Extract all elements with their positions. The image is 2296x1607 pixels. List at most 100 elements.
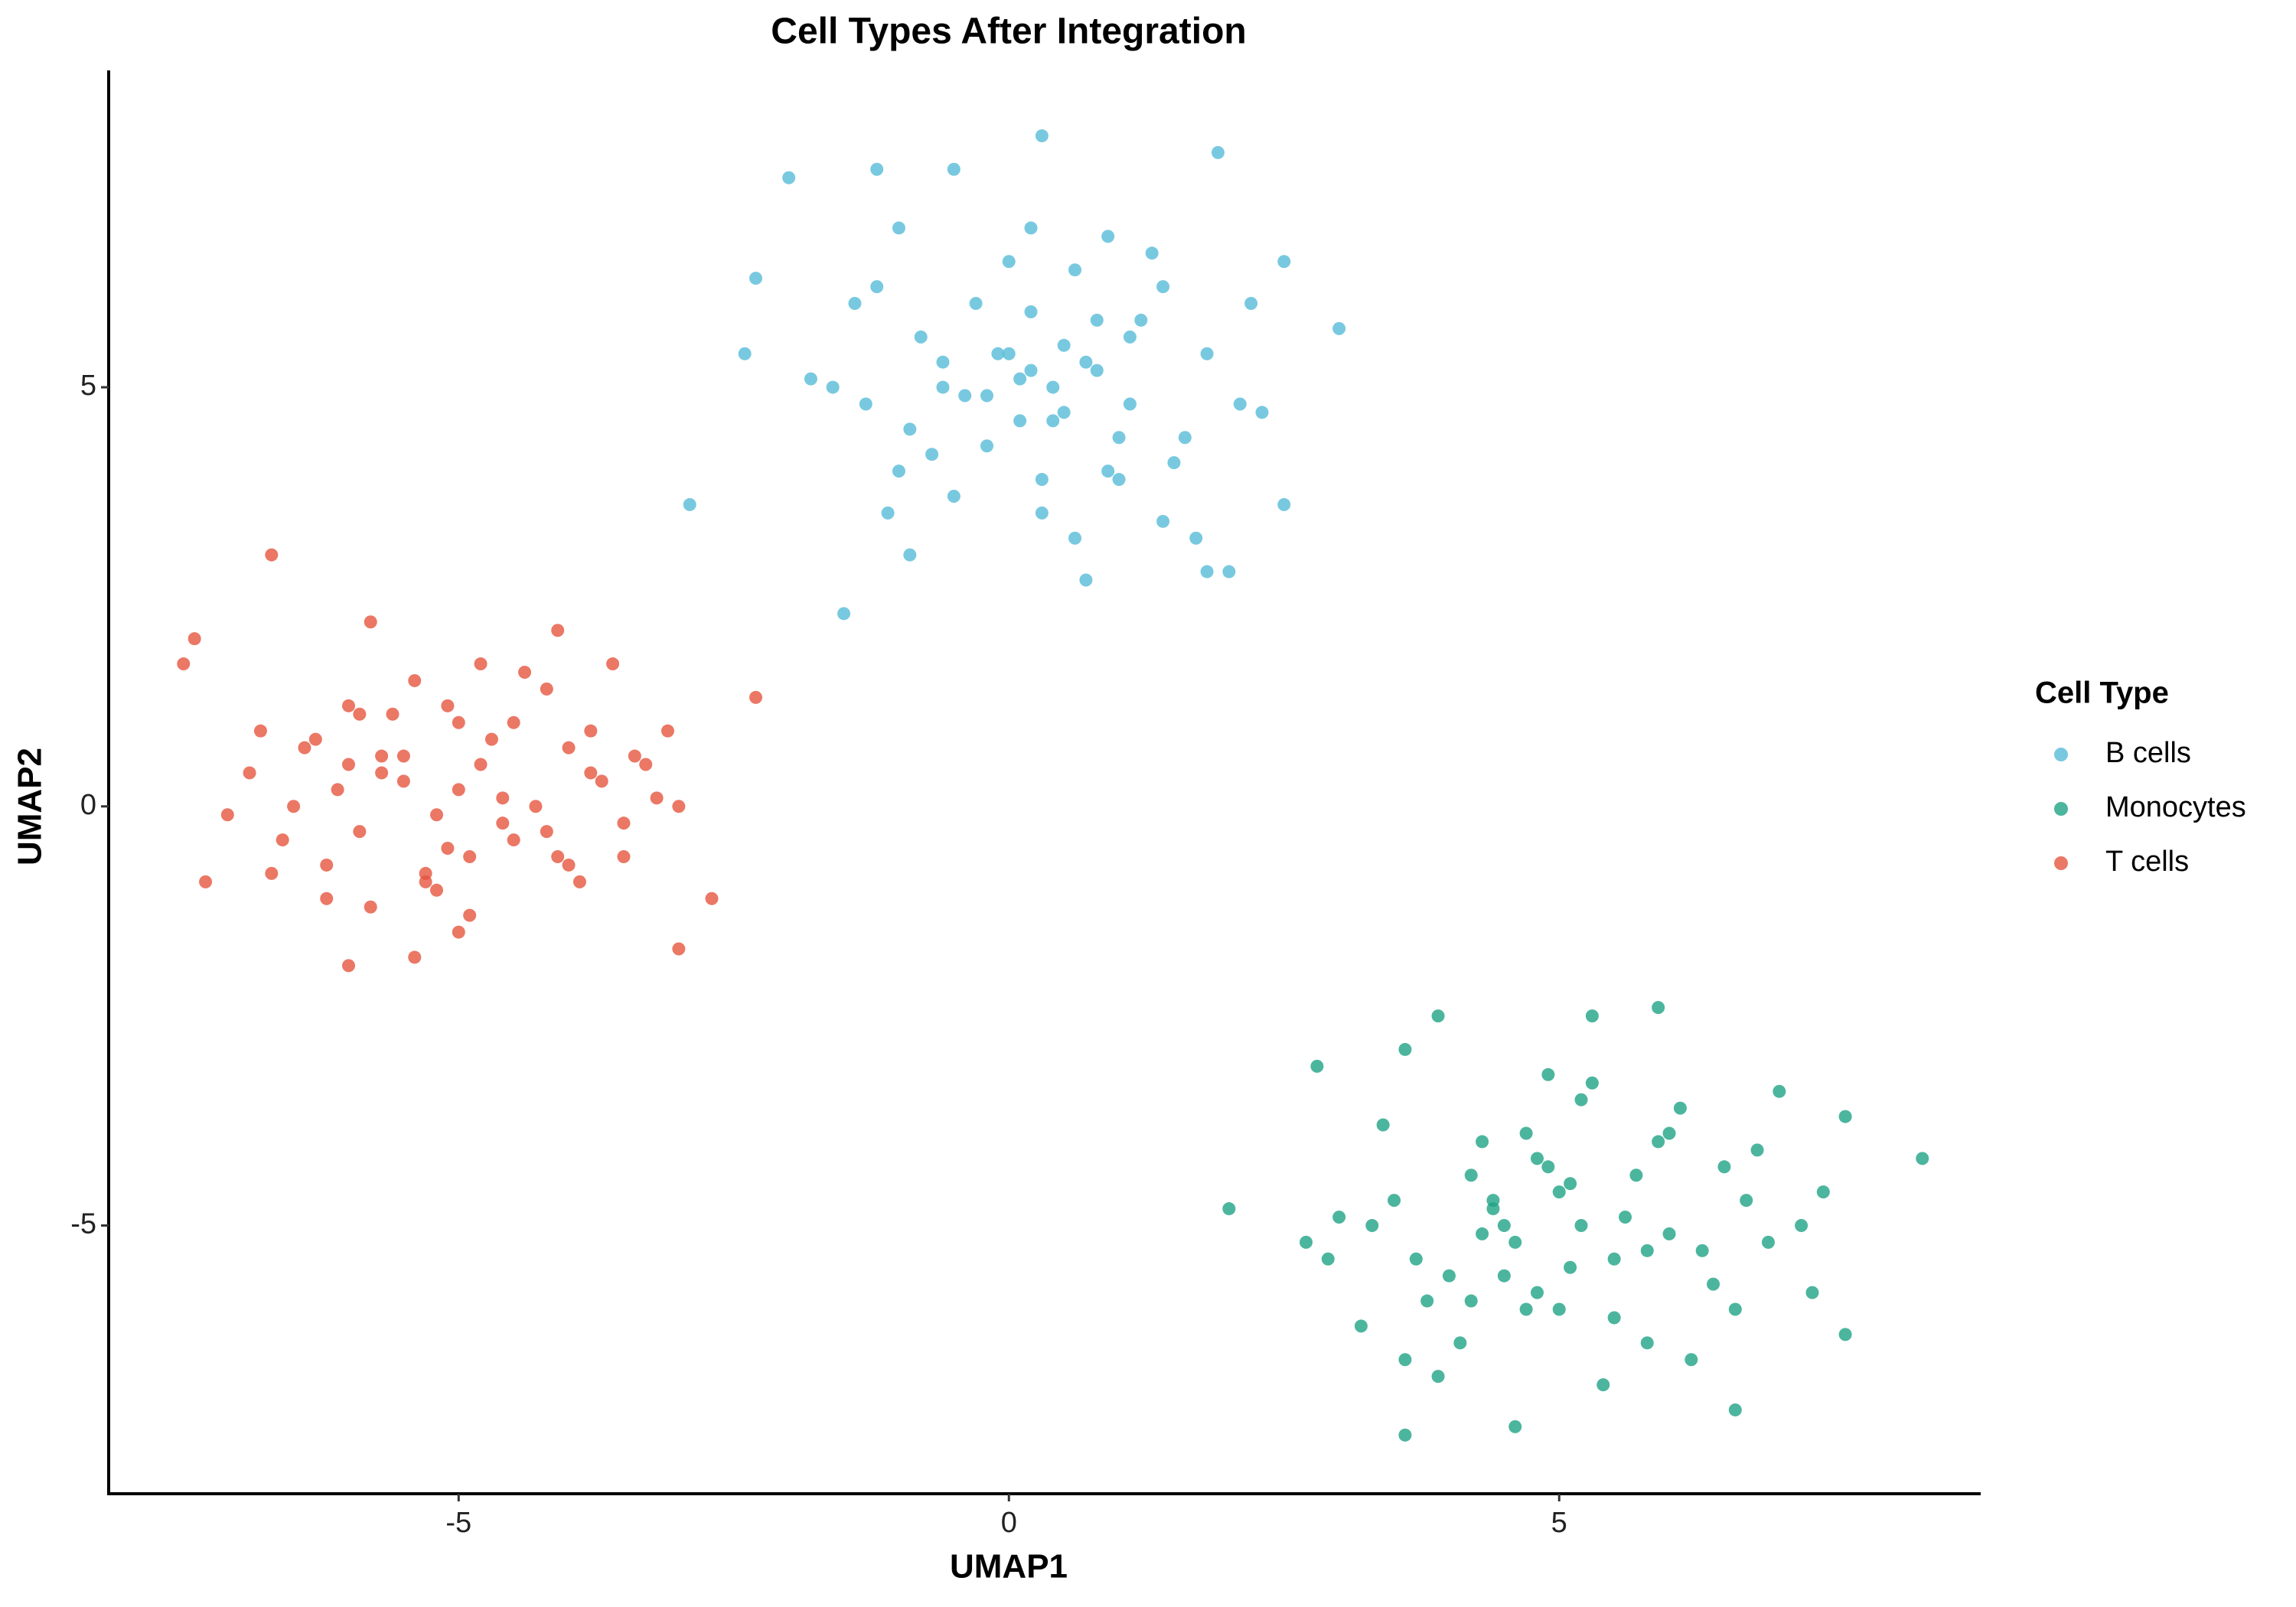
data-point	[1640, 1336, 1654, 1350]
data-point	[892, 221, 905, 235]
data-point	[484, 732, 498, 746]
data-point	[430, 808, 444, 822]
data-point	[441, 699, 455, 712]
data-point	[595, 774, 608, 788]
data-point	[364, 615, 377, 629]
data-point	[881, 506, 895, 520]
data-point	[892, 464, 905, 478]
data-point	[628, 749, 641, 763]
data-point	[1068, 263, 1082, 277]
data-point	[1519, 1302, 1533, 1316]
data-point	[584, 766, 598, 780]
data-point	[562, 741, 576, 755]
data-point	[253, 724, 267, 738]
data-point	[1013, 372, 1027, 386]
data-point	[1431, 1009, 1445, 1023]
data-point	[1332, 321, 1346, 335]
data-point	[1376, 1118, 1390, 1132]
data-point	[1200, 347, 1214, 360]
data-point	[1773, 1084, 1786, 1098]
data-point	[870, 280, 884, 294]
legend-marker	[2054, 856, 2068, 870]
data-point	[474, 758, 488, 771]
legend-label: Monocytes	[2105, 791, 2246, 823]
data-point	[1420, 1294, 1434, 1308]
data-point	[298, 741, 311, 755]
data-point	[1838, 1110, 1852, 1123]
y-tick-label: 0	[80, 789, 96, 821]
data-point	[341, 699, 355, 712]
data-point	[1035, 129, 1049, 142]
data-point	[1750, 1143, 1764, 1157]
x-tick-label: 5	[1551, 1507, 1567, 1539]
data-point	[1629, 1169, 1643, 1182]
data-point	[1167, 456, 1181, 470]
data-point	[826, 380, 840, 394]
data-point	[1486, 1194, 1500, 1208]
data-point	[1244, 297, 1258, 311]
data-point	[1717, 1160, 1731, 1174]
data-point	[496, 817, 510, 830]
data-point	[1388, 1194, 1401, 1208]
data-point	[199, 875, 213, 888]
data-point	[308, 732, 322, 746]
data-point	[936, 355, 950, 369]
data-point	[540, 682, 553, 696]
data-point	[1596, 1378, 1610, 1392]
data-point	[220, 808, 234, 822]
data-point	[320, 858, 334, 872]
data-point	[1619, 1211, 1632, 1224]
data-point	[518, 666, 532, 680]
data-point	[452, 783, 465, 797]
data-point	[408, 673, 422, 687]
data-point	[705, 892, 719, 905]
data-point	[738, 347, 752, 360]
data-point	[1607, 1311, 1621, 1325]
legend-marker	[2054, 748, 2068, 761]
data-point	[408, 950, 422, 964]
data-point	[914, 330, 928, 344]
data-point	[353, 707, 367, 721]
data-point	[496, 791, 510, 805]
data-point	[276, 833, 289, 847]
data-point	[1079, 355, 1093, 369]
data-point	[936, 380, 950, 394]
data-point	[1398, 1353, 1412, 1367]
data-point	[1574, 1093, 1588, 1107]
data-point	[1916, 1152, 1929, 1165]
data-point	[396, 774, 410, 788]
legend-title: Cell Type	[2035, 676, 2169, 710]
data-point	[1057, 338, 1071, 352]
data-point	[672, 942, 686, 956]
data-point	[683, 497, 696, 511]
data-point	[1431, 1370, 1445, 1384]
data-point	[1673, 1101, 1687, 1115]
data-point	[1035, 506, 1049, 520]
data-point	[1398, 1428, 1412, 1442]
data-point	[1684, 1353, 1698, 1367]
data-point	[1442, 1269, 1456, 1283]
data-point	[1013, 414, 1027, 428]
data-point	[1816, 1185, 1830, 1199]
data-point	[551, 624, 565, 637]
data-point	[474, 657, 488, 671]
data-point	[1508, 1235, 1522, 1249]
data-point	[1112, 473, 1126, 487]
data-point	[1101, 464, 1115, 478]
data-point	[375, 749, 389, 763]
data-point	[947, 162, 960, 176]
data-point	[1057, 406, 1071, 419]
data-point	[1310, 1059, 1324, 1073]
data-point	[1607, 1252, 1621, 1266]
data-point	[1079, 573, 1093, 587]
data-point	[1300, 1235, 1313, 1249]
data-point	[1024, 221, 1038, 235]
data-point	[1332, 1211, 1346, 1224]
legend-marker	[2054, 802, 2068, 816]
data-point	[375, 766, 389, 780]
data-point	[331, 783, 344, 797]
data-point	[1795, 1218, 1808, 1232]
data-point	[265, 866, 279, 880]
legend-label: B cells	[2105, 737, 2191, 769]
